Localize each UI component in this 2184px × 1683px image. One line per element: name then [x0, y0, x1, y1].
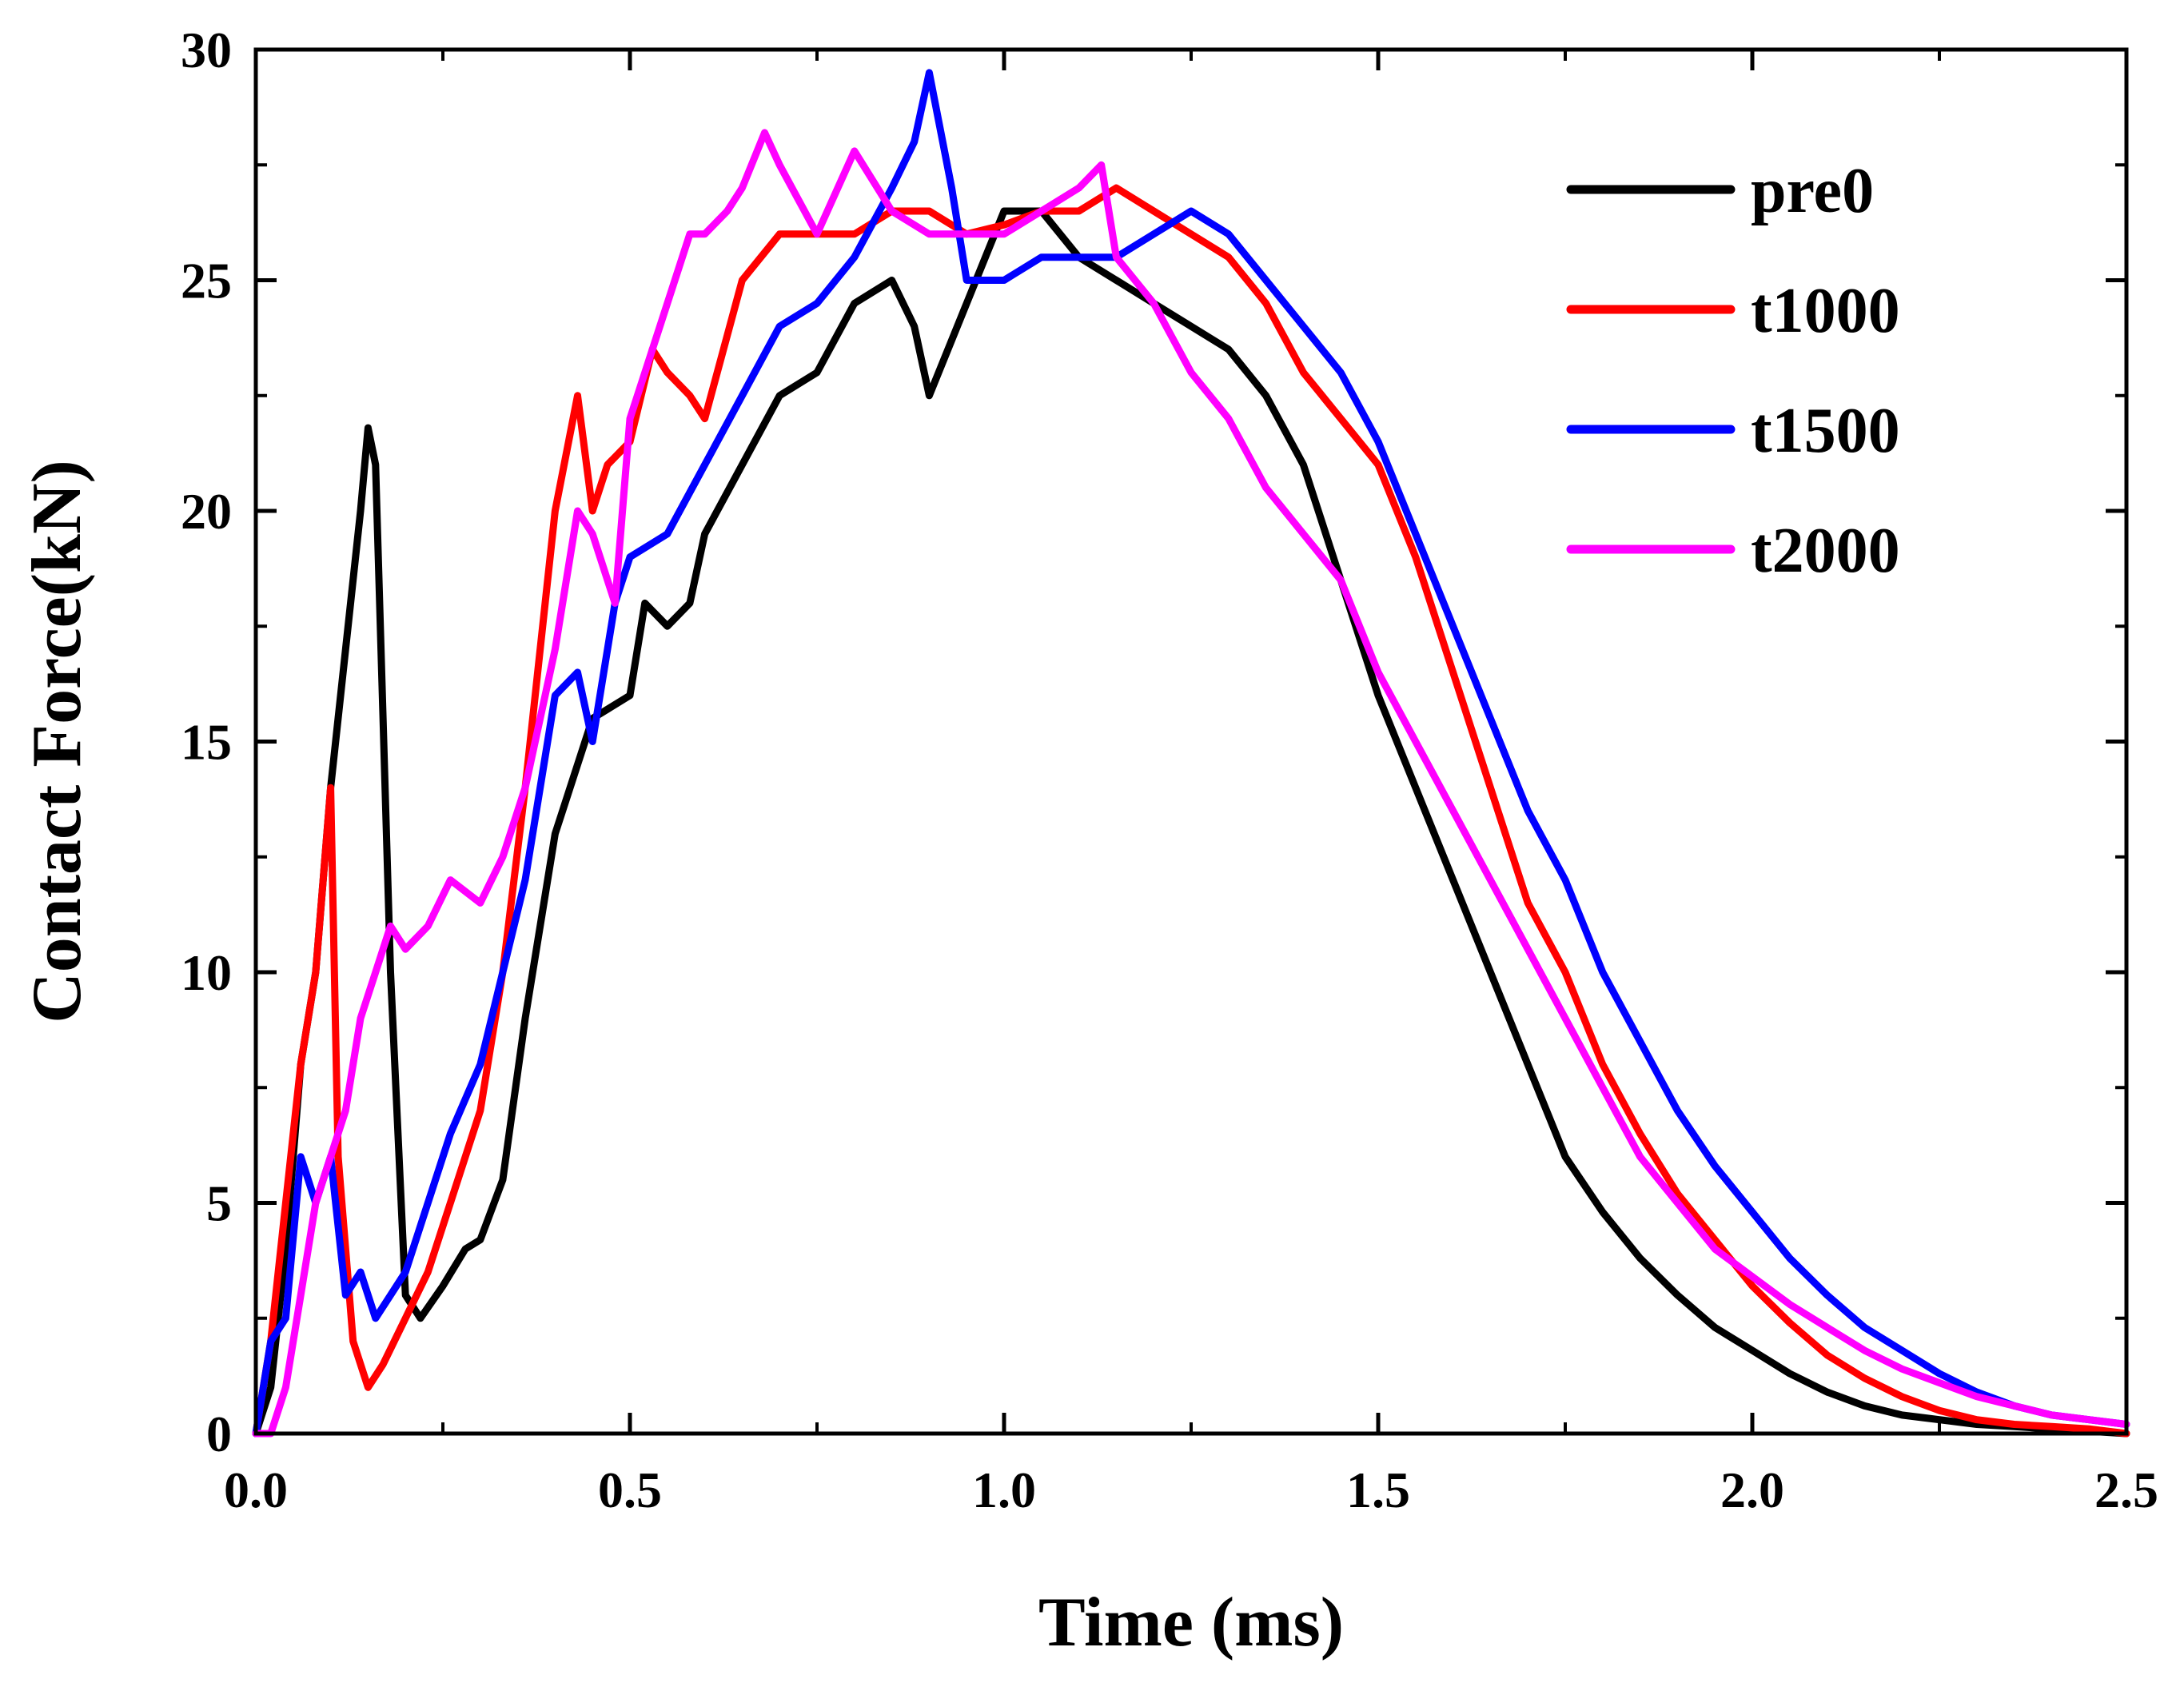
x-tick-label: 1.0: [972, 1462, 1036, 1518]
y-tick-label: 30: [181, 22, 232, 78]
y-tick-label: 20: [181, 483, 232, 540]
y-tick-label: 10: [181, 944, 232, 1001]
y-tick-label: 0: [206, 1406, 232, 1462]
y-tick-label: 15: [181, 714, 232, 771]
legend-label-t2000: t2000: [1751, 516, 1900, 586]
legend: pre0 t1000 t1500 t2000: [1566, 156, 1900, 586]
y-tick-label: 5: [206, 1175, 232, 1232]
x-tick-label: 1.5: [1346, 1462, 1410, 1518]
ticks-layer: 0.0 0.5 1.0 1.5 2.0 2.5 0 5 10 15 20 25 30: [181, 22, 2158, 1518]
x-tick-label: 0.0: [224, 1462, 288, 1518]
x-tick-label: 2.0: [1720, 1462, 1784, 1518]
x-axis-title: Time (ms): [1038, 1584, 1344, 1661]
y-axis-title: Contact Force(kN): [18, 460, 96, 1023]
legend-label-t1000: t1000: [1751, 276, 1900, 346]
series-layer: [252, 69, 2130, 1438]
x-tick-label: 0.5: [598, 1462, 662, 1518]
legend-label-pre0: pre0: [1751, 156, 1874, 226]
y-tick-label: 25: [181, 253, 232, 309]
legend-label-t1500: t1500: [1751, 396, 1900, 466]
series-line-t1500: [252, 69, 2130, 1438]
series-line-t2000: [252, 129, 2130, 1438]
series-line-pre0: [252, 207, 2130, 1438]
x-tick-label: 2.5: [2094, 1462, 2158, 1518]
plot-frame: [253, 47, 2129, 1436]
